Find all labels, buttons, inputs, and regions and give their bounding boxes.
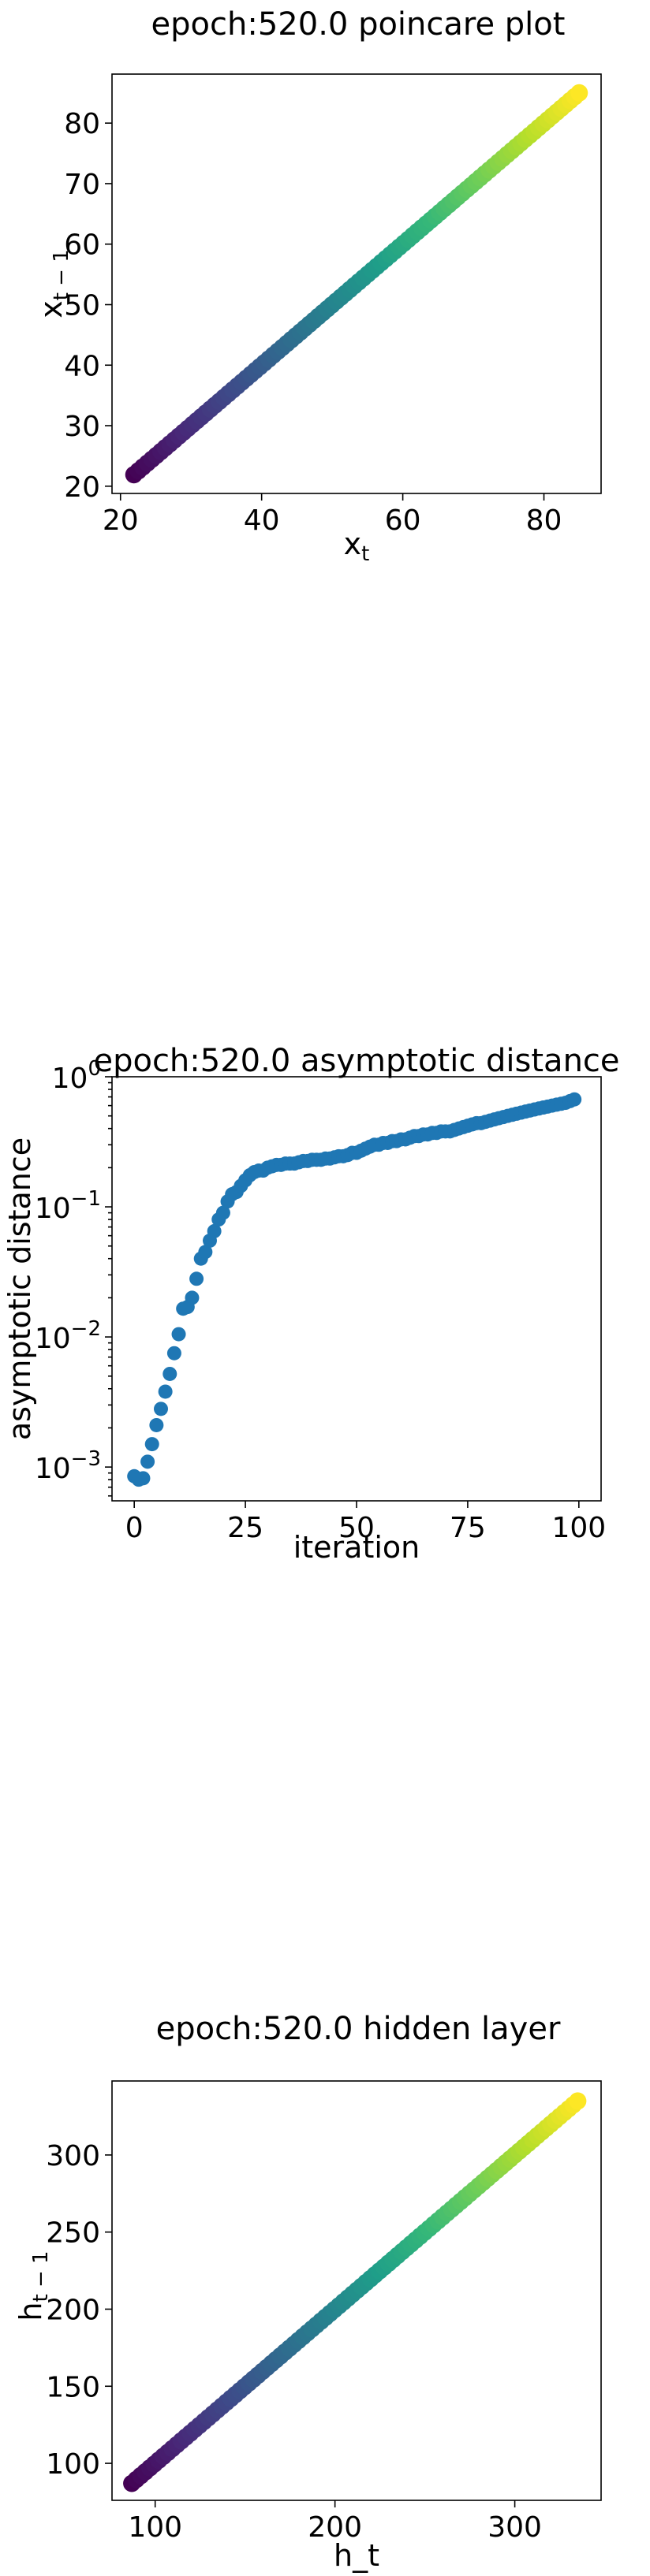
asymptotic-points [127,1092,582,1487]
y-tick-exponent: −1 [71,1187,101,1211]
poincare-y-ticks: 20 30 40 50 60 70 80 [64,108,112,504]
x-tick-label: 100 [551,1512,606,1544]
poincare-x-label-base: x [344,527,362,561]
asymptotic-plot-frame [111,1076,602,1502]
asymptotic-x-label: iteration [293,1530,420,1565]
y-tick-label: 50 [64,289,100,322]
y-tick-exponent: 0 [88,1057,101,1081]
x-tick-label: 0 [125,1512,144,1544]
hidden-layer-x-label: h_t [334,2538,379,2573]
data-point [567,1092,582,1107]
x-tick-label: 50 [338,1512,375,1544]
poincare-chart: epoch:520.0 poincare plot 20 40 60 80 20 30 4… [34,6,602,566]
hidden-layer-plot-frame [111,2080,602,2501]
hidden-layer-title: epoch:520.0 hidden layer [156,2011,561,2047]
y-tick-label: 60 [64,229,100,262]
data-point [158,1384,173,1399]
data-point [189,1271,204,1286]
asymptotic-x-ticks: 0 25 50 75 100 [125,1501,606,1544]
data-point [140,1454,155,1469]
data-point [149,1417,164,1432]
poincare-title: epoch:520.0 poincare plot [151,6,566,43]
poincare-y-label-sub: t − 1 [50,249,73,300]
data-point [185,1290,200,1305]
y-tick-label: 10−1 [35,1187,101,1225]
x-tick-label: 200 [308,2511,362,2544]
hidden-layer-y-label-sub: t − 1 [29,2250,53,2302]
data-point [207,1223,222,1238]
x-tick-label: 75 [450,1512,486,1544]
data-point [198,1245,213,1260]
y-tick-label: 10−3 [35,1447,101,1485]
y-tick-label: 100 [46,2448,100,2481]
data-point [154,1402,168,1416]
data-point [166,1346,181,1361]
data-point [144,1437,159,1452]
asymptotic-title: epoch:520.0 asymptotic distance [93,1043,619,1079]
y-tick-label: 200 [46,2294,100,2326]
x-tick-label: 300 [488,2511,542,2544]
x-tick-label: 25 [227,1512,263,1544]
y-tick-label: 40 [64,350,100,382]
hidden-layer-y-ticks: 100 150 200 250 300 [46,2140,112,2481]
asymptotic-y-label: asymptotic distance [2,1137,37,1440]
x-tick-label: 20 [103,504,139,537]
y-tick-exponent: −3 [71,1447,101,1471]
x-tick-label: 40 [244,504,280,537]
data-point [162,1366,177,1381]
y-tick-base: 10 [35,1323,71,1355]
poincare-points [125,84,588,484]
x-tick-label: 80 [526,504,562,537]
y-tick-label: 10−2 [35,1317,101,1355]
y-tick-label: 300 [46,2140,100,2172]
hidden-layer-x-ticks: 100 200 300 [128,2500,542,2544]
poincare-x-label: xt [344,527,370,566]
y-tick-label: 30 [64,411,100,443]
data-point [215,1205,230,1220]
x-tick-label: 100 [128,2511,182,2544]
data-point [570,84,588,102]
hidden-layer-y-label: ht − 1 [13,2250,53,2321]
y-tick-base: 10 [35,1193,71,1225]
y-tick-label: 250 [46,2217,100,2250]
poincare-y-label: xt − 1 [34,249,73,318]
y-tick-label: 70 [64,169,100,201]
y-tick-label: 150 [46,2371,100,2403]
data-point [136,1471,151,1486]
y-tick-base: 10 [52,1063,88,1095]
poincare-x-ticks: 20 40 60 80 [103,493,562,537]
hidden-layer-y-label-base: h [13,2302,48,2321]
y-tick-exponent: −2 [71,1317,101,1341]
y-tick-label: 20 [64,471,100,504]
hidden-layer-chart: epoch:520.0 hidden layer 100 200 300 100 15… [13,2011,602,2573]
x-tick-label: 60 [385,504,421,537]
y-tick-label: 80 [64,108,100,140]
hidden-layer-points [123,2092,587,2492]
y-tick-base: 10 [35,1453,71,1485]
asymptotic-chart: epoch:520.0 asymptotic distance 0 25 50 75 1… [2,1043,620,1565]
poincare-x-label-sub: t [361,542,369,566]
data-point [171,1327,186,1342]
y-tick-label: 100 [52,1057,101,1095]
data-point [569,2092,587,2110]
poincare-y-label-base: x [34,300,69,318]
poincare-plot-frame [111,73,602,494]
